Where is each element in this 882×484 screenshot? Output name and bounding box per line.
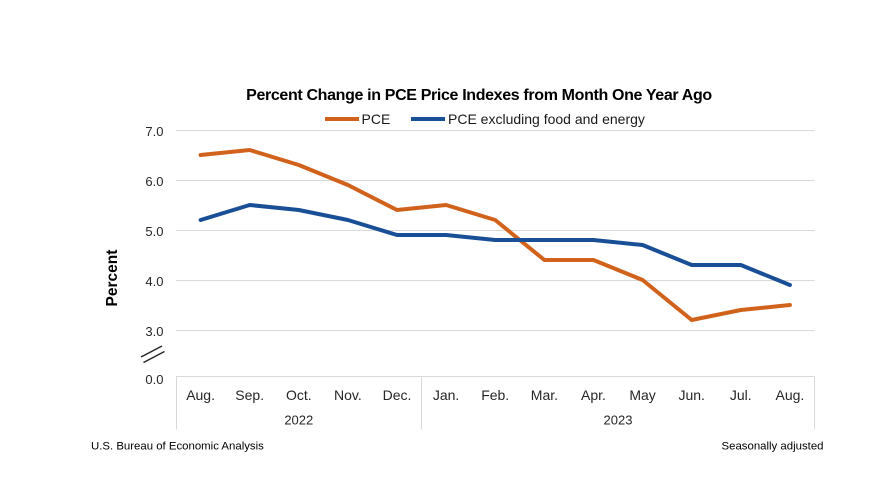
svg-text:Percent: Percent <box>104 250 121 307</box>
svg-text:0.0: 0.0 <box>145 372 163 387</box>
svg-text:May: May <box>629 387 655 403</box>
svg-text:6.0: 6.0 <box>145 174 163 189</box>
svg-text:5.0: 5.0 <box>145 224 163 239</box>
svg-text:3.0: 3.0 <box>145 324 163 339</box>
svg-text:7.0: 7.0 <box>145 124 163 139</box>
svg-text:Jan.: Jan. <box>433 387 459 403</box>
svg-text:2023: 2023 <box>604 413 633 428</box>
svg-text:Oct.: Oct. <box>286 387 312 403</box>
svg-text:Sep.: Sep. <box>235 387 264 403</box>
svg-text:4.0: 4.0 <box>145 274 163 289</box>
svg-text:Dec.: Dec. <box>383 387 412 403</box>
svg-text:Aug.: Aug. <box>775 387 804 403</box>
svg-text:Aug.: Aug. <box>186 387 215 403</box>
svg-text:PCE: PCE <box>362 111 391 127</box>
svg-text:Seasonally adjusted: Seasonally adjusted <box>722 441 824 453</box>
svg-text:U.S. Bureau of Economic Analys: U.S. Bureau of Economic Analysis <box>91 441 264 453</box>
svg-text:Percent Change in PCE Price In: Percent Change in PCE Price Indexes from… <box>246 87 712 104</box>
svg-text:2022: 2022 <box>284 413 313 428</box>
svg-text:Mar.: Mar. <box>531 387 558 403</box>
svg-text:Jun.: Jun. <box>678 387 704 403</box>
svg-text:Feb.: Feb. <box>481 387 509 403</box>
svg-text:PCE excluding food and energy: PCE excluding food and energy <box>448 111 645 127</box>
svg-text:Apr.: Apr. <box>581 387 606 403</box>
svg-text:Nov.: Nov. <box>334 387 362 403</box>
svg-text:Jul.: Jul. <box>730 387 752 403</box>
